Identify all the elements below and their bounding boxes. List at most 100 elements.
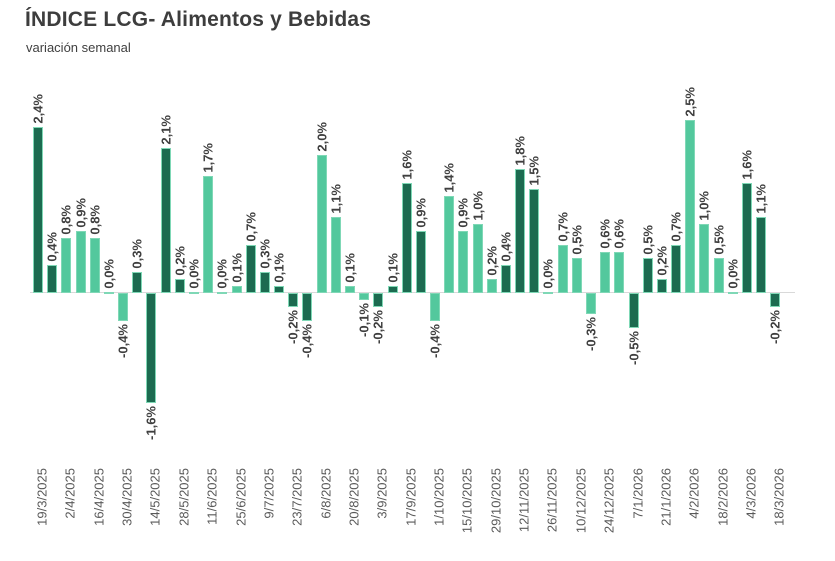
bar-value-label: 0,5%: [711, 225, 727, 255]
bar-value-label: 0,3%: [129, 239, 145, 269]
bar-value-label: 2,0%: [314, 122, 330, 152]
bar-value-label: -1,6%: [143, 406, 159, 440]
bar: [671, 245, 682, 293]
bar-value-label: 0,1%: [271, 253, 287, 283]
bar: [344, 286, 355, 293]
bar-value-label: 0,1%: [342, 253, 358, 283]
bar: [387, 286, 398, 293]
bar-value-label: -0,3%: [583, 317, 599, 351]
x-axis-tick-label: 4/3/2026: [743, 468, 759, 519]
bar-value-label: 0,4%: [44, 232, 60, 262]
bar: [600, 252, 611, 293]
bar: [685, 120, 696, 293]
bar-value-label: 0,3%: [257, 239, 273, 269]
bar-value-label: 0,2%: [172, 246, 188, 276]
bar-value-label: 0,6%: [611, 219, 627, 249]
bar: [770, 293, 781, 307]
bar: [699, 224, 710, 293]
x-axis-tick-label: 4/2/2026: [686, 468, 702, 519]
bar: [47, 265, 58, 293]
bar: [486, 279, 497, 293]
bar-value-label: 0,4%: [498, 232, 514, 262]
bar: [571, 258, 582, 293]
bar: [359, 293, 370, 300]
bar: [259, 272, 270, 293]
bar: [33, 127, 43, 293]
bar: [373, 293, 384, 307]
bar: [61, 238, 72, 293]
bar: [656, 279, 667, 293]
x-axis-tick-label: 2/4/2025: [62, 468, 78, 519]
x-axis-tick-label: 29/10/2025: [488, 468, 504, 534]
bar: [203, 176, 214, 293]
bar-value-label: 2,1%: [158, 115, 174, 145]
bar-value-label: 0,9%: [455, 198, 471, 228]
x-axis-tick-label: 20/8/2025: [346, 468, 362, 526]
bar-value-label: 0,9%: [73, 198, 89, 228]
bar-value-label: 0,5%: [640, 225, 656, 255]
bar-value-label: -0,2%: [370, 310, 386, 344]
chart-subtitle: variación semanal: [26, 40, 131, 55]
x-axis-tick-label: 30/4/2025: [119, 468, 135, 526]
x-axis-tick-label: 11/6/2025: [204, 468, 220, 525]
bar: [430, 293, 441, 321]
bar-value-label: 0,0%: [540, 259, 556, 289]
bar-value-label: -0,4%: [427, 324, 443, 358]
bar: [557, 245, 568, 293]
bar: [132, 272, 143, 293]
bar-value-label: -0,2%: [767, 310, 783, 344]
x-axis-tick-label: 28/5/2025: [176, 468, 192, 526]
bar: [160, 148, 171, 293]
bar-value-label: 1,8%: [512, 136, 528, 166]
chart-title: ÍNDICE LCG- Alimentos y Bebidas: [25, 8, 372, 31]
x-axis-tick-label: 17/9/2025: [403, 468, 419, 526]
bar: [713, 258, 724, 293]
bar-value-label: 0,8%: [58, 205, 74, 235]
bar: [727, 292, 738, 294]
bar-value-label: 2,4%: [30, 94, 46, 124]
bar-value-label: 1,1%: [753, 184, 769, 214]
bar-value-label: 0,0%: [186, 259, 202, 289]
bar: [103, 292, 114, 294]
bar: [586, 293, 597, 314]
bar: [500, 265, 511, 293]
bar: [628, 293, 639, 328]
bar: [444, 196, 455, 293]
x-axis-tick-label: 7/1/2026: [630, 468, 646, 519]
bar: [75, 231, 86, 293]
bar: [231, 286, 242, 293]
bar-value-label: 1,0%: [470, 191, 486, 221]
bar-value-label: 1,0%: [696, 191, 712, 221]
x-axis-tick-label: 14/5/2025: [147, 468, 163, 526]
bar: [174, 279, 185, 293]
bar-value-label: 0,8%: [87, 205, 103, 235]
bar: [529, 189, 540, 293]
bar-value-label: 0,2%: [484, 246, 500, 276]
bar-value-label: -0,5%: [626, 331, 642, 365]
bar-value-label: 1,7%: [200, 143, 216, 173]
bar: [316, 155, 327, 293]
bar-value-label: 0,0%: [101, 259, 117, 289]
x-axis-tick-label: 10/12/2025: [573, 468, 589, 534]
bar: [415, 231, 426, 293]
x-axis-tick-label: 23/7/2025: [289, 468, 305, 526]
bar: [302, 293, 313, 321]
x-axis-tick-label: 16/4/2025: [91, 468, 107, 526]
x-axis-tick-label: 1/10/2025: [431, 468, 447, 526]
bar-value-label: 1,5%: [526, 156, 542, 186]
bar-value-label: 0,9%: [413, 198, 429, 228]
bar-value-label: 0,2%: [654, 246, 670, 276]
bar: [217, 292, 228, 294]
bar: [515, 169, 526, 293]
bar: [118, 293, 129, 321]
bar-value-label: -0,4%: [115, 324, 131, 358]
bar-value-label: 0,0%: [725, 259, 741, 289]
bar-value-label: 1,4%: [441, 163, 457, 193]
bar-value-label: 0,1%: [385, 253, 400, 283]
x-axis-line: [30, 292, 795, 293]
bar: [401, 183, 412, 293]
bar-value-label: 0,1%: [229, 253, 245, 283]
bar-value-label: 1,6%: [739, 150, 755, 180]
bar: [756, 217, 767, 293]
x-axis-tick-label: 19/3/2025: [34, 468, 50, 526]
